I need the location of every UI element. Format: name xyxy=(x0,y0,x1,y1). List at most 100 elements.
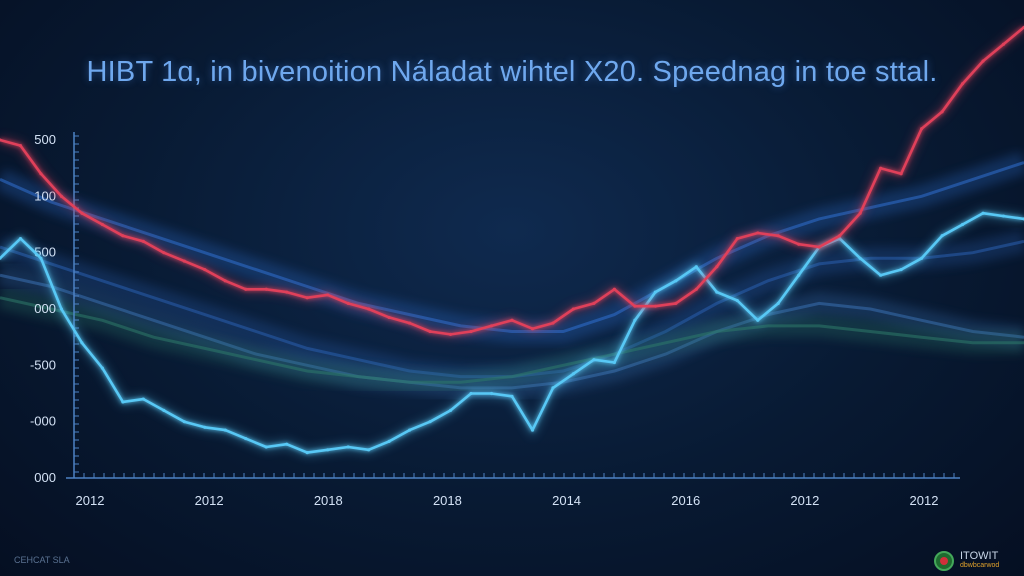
x-tick-label: 2012 xyxy=(910,493,939,508)
data-point-cyan xyxy=(756,318,760,322)
data-point-red xyxy=(121,234,125,238)
data-point-cyan xyxy=(674,279,678,283)
data-point-cyan xyxy=(100,366,104,370)
data-point-red xyxy=(387,315,391,320)
data-point-cyan xyxy=(285,442,289,446)
data-point-cyan xyxy=(203,425,207,429)
foreground-series-group xyxy=(0,24,1024,457)
data-point-red xyxy=(408,321,412,325)
data-point-cyan xyxy=(797,273,801,277)
brand-name: ITOWIT xyxy=(960,550,999,562)
data-point-cyan xyxy=(1001,214,1006,218)
data-point-red xyxy=(960,82,965,86)
data-point-red xyxy=(920,127,924,131)
data-point-cyan xyxy=(80,341,84,345)
data-point-cyan xyxy=(59,307,64,311)
data-point-red xyxy=(653,304,657,308)
source-note: CEHCAT SLA xyxy=(14,555,70,565)
background-series-group xyxy=(0,152,1024,399)
data-point-cyan xyxy=(551,386,555,390)
data-point-red xyxy=(141,239,145,243)
x-tick-label: 2012 xyxy=(76,493,105,508)
data-point-cyan xyxy=(428,420,432,424)
data-point-cyan xyxy=(387,439,391,443)
data-point-cyan xyxy=(920,256,924,260)
y-tick-label: -000 xyxy=(30,414,56,429)
data-point-red xyxy=(899,172,903,176)
data-point-cyan xyxy=(326,448,330,452)
data-point-cyan xyxy=(244,436,248,441)
data-point-cyan xyxy=(264,445,268,449)
data-point-cyan xyxy=(448,408,453,412)
series-line-blue-lower xyxy=(0,273,1024,390)
series-line-green-teal xyxy=(0,296,1024,384)
x-tick-label: 2014 xyxy=(552,493,581,508)
data-point-cyan xyxy=(141,397,145,401)
data-point-red xyxy=(571,307,576,311)
data-point-red xyxy=(203,267,207,272)
data-point-red xyxy=(448,332,453,336)
x-tick-label: 2012 xyxy=(790,493,819,508)
data-point-red xyxy=(223,279,227,283)
data-point-cyan xyxy=(408,428,412,432)
data-point-cyan xyxy=(715,290,719,294)
data-point-red xyxy=(489,324,494,328)
data-point-red xyxy=(1001,42,1006,46)
data-point-red xyxy=(326,293,330,297)
data-point-red xyxy=(469,329,473,334)
data-point-red xyxy=(285,290,289,294)
brand-logo: ITOWIT dbwbcarwod xyxy=(934,548,1020,574)
x-tick-label: 2016 xyxy=(671,493,700,508)
data-point-cyan xyxy=(960,222,965,227)
y-tick-label: 100 xyxy=(34,188,56,203)
brand-tagline: dbwbcarwod xyxy=(960,562,1000,569)
data-point-cyan xyxy=(469,391,473,396)
data-point-red xyxy=(182,259,186,263)
data-point-cyan xyxy=(39,256,43,260)
data-point-cyan xyxy=(776,301,780,305)
data-point-cyan xyxy=(305,451,309,455)
data-point-red xyxy=(59,194,64,198)
data-point-cyan xyxy=(530,428,535,432)
x-tick-label: 2018 xyxy=(433,493,462,508)
data-point-red xyxy=(592,301,596,305)
data-point-red xyxy=(756,231,760,235)
data-point-red xyxy=(735,236,739,241)
data-point-red xyxy=(797,242,801,246)
data-point-cyan xyxy=(0,256,2,260)
data-point-cyan xyxy=(346,445,350,449)
data-point-cyan xyxy=(653,290,657,294)
data-point-red xyxy=(694,287,698,291)
data-point-cyan xyxy=(121,400,125,404)
data-point-red xyxy=(305,296,309,300)
data-point-cyan xyxy=(858,256,862,260)
data-point-cyan xyxy=(633,318,637,322)
data-point-cyan xyxy=(592,358,596,362)
data-point-red xyxy=(551,321,555,325)
data-point-cyan xyxy=(981,211,985,215)
x-tick-label: 2012 xyxy=(195,493,224,508)
data-point-cyan xyxy=(571,372,576,376)
data-point-red xyxy=(428,329,432,334)
chart-title: HIBT 1ɑ, in bivenοition Náladat wihtel X… xyxy=(86,56,938,88)
data-point-red xyxy=(39,172,43,176)
data-point-red xyxy=(80,211,84,215)
data-point-cyan xyxy=(18,236,23,241)
data-point-red xyxy=(510,318,514,322)
data-point-cyan xyxy=(223,428,227,432)
data-point-red xyxy=(981,59,985,63)
brand-logo-text: ITOWIT dbwbcarwod xyxy=(960,551,999,571)
data-point-red xyxy=(612,287,617,291)
data-point-red xyxy=(530,327,535,331)
data-point-red xyxy=(346,301,350,305)
data-point-red xyxy=(858,211,862,215)
y-tick-label: 000 xyxy=(34,470,56,485)
data-point-cyan xyxy=(940,234,944,238)
data-point-cyan xyxy=(182,420,186,424)
data-point-red xyxy=(940,110,944,114)
data-point-cyan xyxy=(879,273,883,277)
y-tick-label: -500 xyxy=(30,357,56,372)
data-point-red xyxy=(633,304,637,308)
